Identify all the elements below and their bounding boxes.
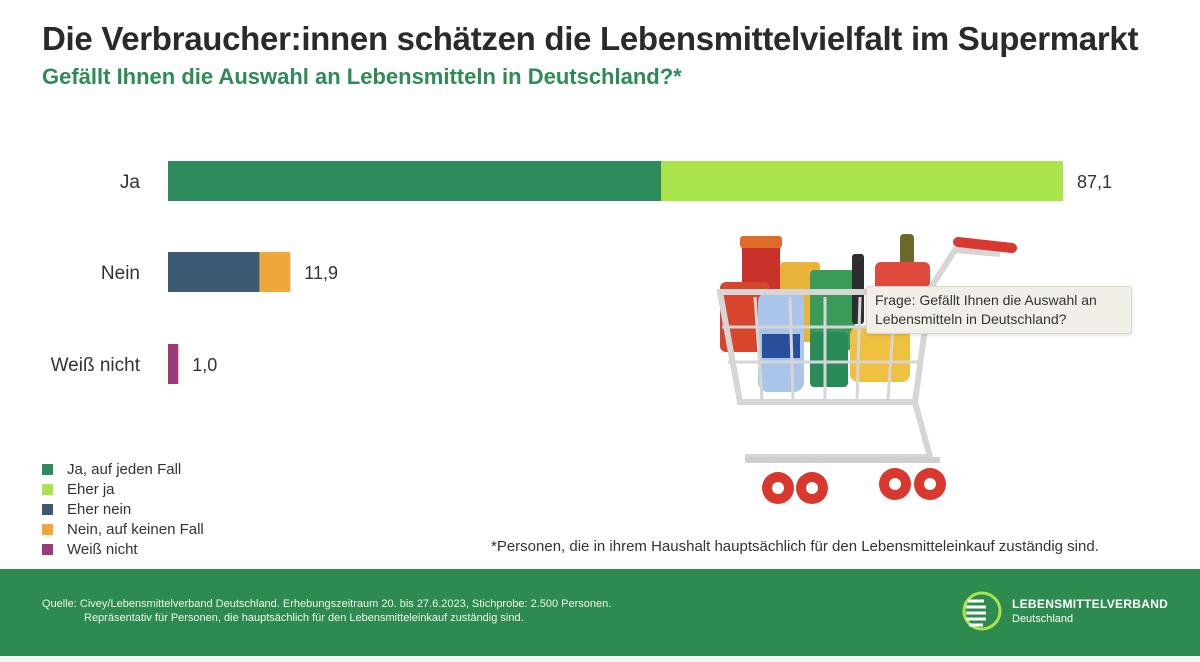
pasta-item bbox=[850, 327, 910, 382]
jar-lid bbox=[740, 236, 782, 248]
bars-group: Ja 87,1 Nein 11,9 Weiß nicht 1,0 bbox=[51, 161, 1112, 384]
value-label: 11,9 bbox=[304, 263, 338, 283]
question-tooltip: Frage: Gefällt Ihnen die Auswahl an Lebe… bbox=[866, 286, 1132, 334]
bottom-strip bbox=[0, 656, 1200, 662]
box-item-2 bbox=[810, 332, 848, 387]
legend-swatch bbox=[42, 543, 53, 555]
shopping-cart-illustration bbox=[716, 234, 1017, 504]
legend-item: Nein, auf keinen Fall bbox=[42, 519, 204, 539]
source-note: Quelle: Civey/Lebensmittelverband Deutsc… bbox=[42, 597, 611, 625]
bar-chart: Ja 87,1 Nein 11,9 Weiß nicht 1,0 bbox=[51, 161, 1112, 384]
legend-swatch bbox=[42, 463, 53, 475]
bar-segment bbox=[168, 161, 662, 201]
legend-swatch bbox=[42, 503, 53, 515]
logo-name: LEBENSMITTELVERBAND bbox=[1012, 597, 1169, 611]
legend-swatch bbox=[42, 523, 53, 535]
legend-item: Eher nein bbox=[42, 499, 204, 519]
footnote: *Personen, die in ihrem Haushalt hauptsä… bbox=[491, 538, 1099, 555]
legend-item: Weiß nicht bbox=[42, 539, 204, 559]
legend-item: Eher ja bbox=[42, 479, 204, 499]
cart-frame bbox=[925, 246, 1001, 294]
source-line-2: Repräsentativ für Personen, die hauptsäc… bbox=[84, 612, 524, 624]
category-label: Nein bbox=[101, 263, 140, 284]
category-label: Ja bbox=[120, 172, 141, 193]
cart-handle bbox=[953, 237, 1017, 253]
value-label: 87,1 bbox=[1077, 172, 1112, 192]
bar-segment bbox=[168, 344, 179, 384]
legend-item: Ja, auf jeden Fall bbox=[42, 459, 204, 479]
legend-label: Eher ja bbox=[67, 480, 115, 498]
category-label: Weiß nicht bbox=[51, 355, 141, 376]
source-line-1: Quelle: Civey/Lebensmittelverband Deutsc… bbox=[42, 598, 612, 610]
cart-wheels bbox=[762, 468, 946, 504]
footer: Quelle: Civey/Lebensmittelverband Deutsc… bbox=[0, 569, 1200, 656]
logo-mark-icon bbox=[962, 591, 1002, 631]
bar-segment bbox=[168, 252, 260, 292]
chart-subtitle: Gefällt Ihnen die Auswahl an Lebensmitte… bbox=[42, 64, 682, 89]
water-label bbox=[762, 334, 800, 358]
logo: LEBENSMITTELVERBAND Deutschland bbox=[962, 591, 1168, 631]
bar-segment bbox=[661, 161, 1063, 201]
value-label: 1,0 bbox=[192, 355, 217, 375]
legend: Ja, auf jeden Fall Eher ja Eher nein Nei… bbox=[42, 459, 204, 559]
legend-label: Ja, auf jeden Fall bbox=[67, 460, 182, 478]
chart-title: Die Verbraucher:innen schätzen die Leben… bbox=[42, 20, 1139, 57]
legend-swatch bbox=[42, 483, 53, 495]
legend-label: Nein, auf keinen Fall bbox=[67, 520, 204, 538]
bar-segment bbox=[259, 252, 291, 292]
legend-label: Weiß nicht bbox=[67, 540, 138, 558]
legend-label: Eher nein bbox=[67, 500, 132, 518]
logo-subtitle: Deutschland bbox=[1012, 613, 1074, 625]
